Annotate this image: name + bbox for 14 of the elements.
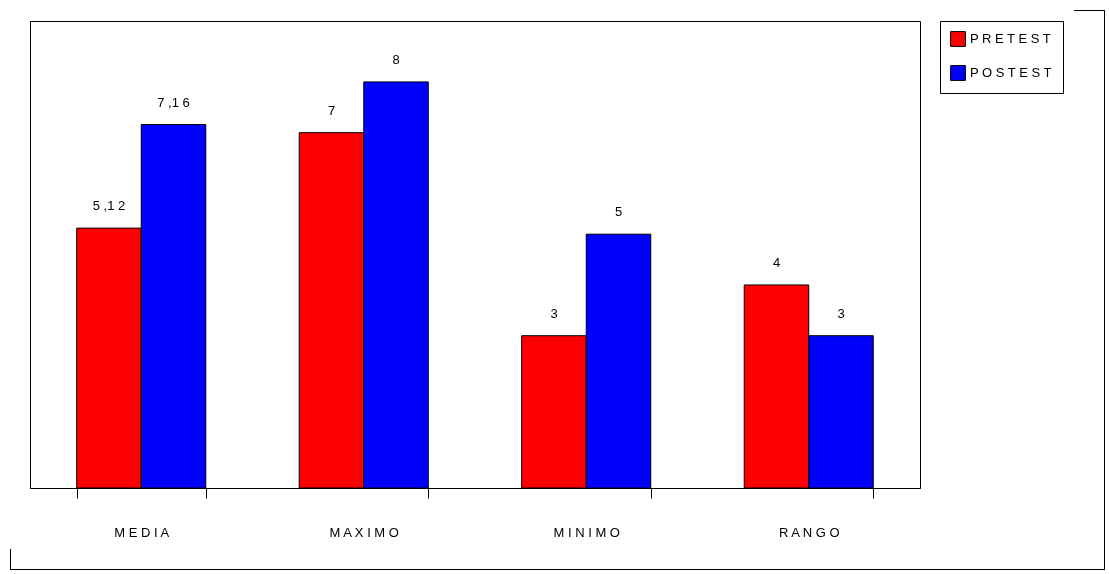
data-label: 7	[327, 102, 336, 118]
data-label: 5	[614, 204, 623, 220]
x-tick-label: R A N G O	[778, 524, 840, 540]
x-tick-label: M I N I M O	[553, 524, 620, 540]
data-label: 4	[772, 254, 781, 270]
legend-label: P R E T E S T	[970, 31, 1051, 46]
legend-label: P O S T E S T	[970, 65, 1052, 80]
data-label: 8	[392, 51, 400, 67]
data-label: 5 ,1 2	[92, 198, 126, 214]
data-label: 7 ,1 6	[157, 94, 190, 110]
data-label: 3	[550, 305, 558, 321]
x-tick-label: M E D I A	[114, 524, 170, 540]
data-label: 3	[837, 305, 845, 321]
x-tick-label: M A X I M O	[329, 524, 399, 540]
